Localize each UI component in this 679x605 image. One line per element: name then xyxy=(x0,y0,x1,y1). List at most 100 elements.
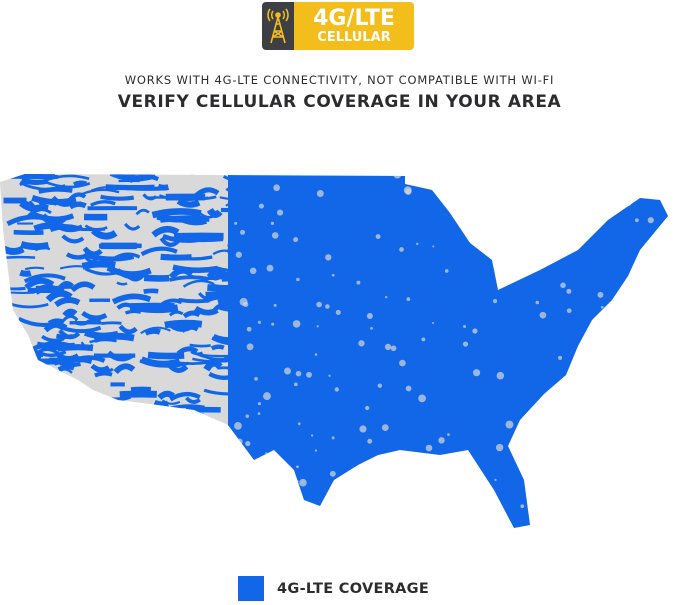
cell-tower-icon xyxy=(262,2,294,50)
coverage-patch xyxy=(49,224,78,232)
coverage-patch xyxy=(86,318,102,323)
coverage-gap xyxy=(642,278,645,281)
coverage-patch xyxy=(0,286,26,291)
coverage-patch xyxy=(166,362,189,373)
coverage-patch xyxy=(6,214,55,226)
coverage-patch xyxy=(221,278,267,282)
coverage-gap xyxy=(263,392,271,401)
coverage-gap xyxy=(636,454,640,458)
coverage-gap xyxy=(377,383,382,388)
coverage-patch xyxy=(143,274,170,282)
coverage-gap xyxy=(647,217,654,224)
coverage-gap xyxy=(299,478,307,487)
coverage-patch xyxy=(140,246,178,257)
coverage-gap xyxy=(243,301,249,308)
coverage-gap xyxy=(334,387,339,392)
coverage-gap xyxy=(418,394,426,403)
coverage-patch xyxy=(225,200,249,207)
coverage-gap xyxy=(379,481,382,485)
coverage-patch xyxy=(224,356,251,362)
coverage-patch xyxy=(169,275,209,282)
coverage-patch xyxy=(159,236,180,247)
coverage-patch xyxy=(162,233,206,243)
coverage-patch xyxy=(43,322,68,333)
coverage-gap xyxy=(255,168,258,170)
coverage-gap xyxy=(310,434,314,437)
coverage-gap xyxy=(316,301,322,308)
coverage-gap xyxy=(640,301,644,305)
coverage-gap xyxy=(573,430,578,435)
coverage-patch xyxy=(208,371,236,380)
coverage-gap xyxy=(270,221,275,226)
coverage-gap xyxy=(335,309,341,315)
coverage-patch xyxy=(114,174,134,178)
coverage-patch xyxy=(168,267,194,280)
coverage-patch xyxy=(190,174,232,175)
coverage-gap xyxy=(236,438,243,445)
coverage-gap xyxy=(235,251,242,258)
coverage-patch xyxy=(151,226,180,238)
coverage-patch xyxy=(227,247,266,254)
coverage-patch xyxy=(231,362,280,370)
coverage-patch xyxy=(237,331,255,337)
coverage-gap xyxy=(480,198,484,202)
headline: VERIFY CELLULAR COVERAGE IN YOUR AREA xyxy=(117,92,562,112)
coverage-gap xyxy=(505,420,514,429)
legend: 4G-LTE COVERAGE xyxy=(238,576,429,601)
coverage-gap xyxy=(306,371,312,378)
coverage-patch xyxy=(94,371,113,378)
coverage-gap xyxy=(240,229,246,235)
coverage-patch xyxy=(31,347,67,357)
coverage-patch xyxy=(222,175,268,185)
coverage-gap xyxy=(515,253,520,259)
coverage-gap xyxy=(294,382,298,387)
coverage-gap xyxy=(518,228,525,235)
coverage-patch xyxy=(50,195,76,207)
coverage-patch xyxy=(164,319,203,329)
coverage-gap xyxy=(504,282,508,286)
coverage-gap xyxy=(425,444,433,452)
coverage-patch xyxy=(72,180,88,187)
coverage-patch xyxy=(23,273,66,284)
coverage-gap xyxy=(616,336,624,344)
coverage-patch xyxy=(54,297,81,308)
coverage-gap xyxy=(234,221,238,225)
coverage-patch xyxy=(194,187,220,198)
coverage-gap xyxy=(331,273,335,277)
coverage-gap xyxy=(271,322,275,326)
coverage-patch xyxy=(169,391,201,402)
coverage-gap xyxy=(416,242,419,246)
coverage-gap xyxy=(273,184,280,192)
coverage-gap xyxy=(406,297,411,301)
coverage-patch xyxy=(140,326,171,335)
coverage-gap xyxy=(571,445,579,453)
coverage-gap xyxy=(358,340,365,347)
coverage-gap xyxy=(636,460,642,467)
coverage-patch xyxy=(19,269,32,277)
coverage-patch xyxy=(182,279,215,288)
coverage-patch xyxy=(161,399,181,405)
coverage-patch xyxy=(159,194,209,201)
coverage-patch xyxy=(19,181,66,191)
coverage-patch xyxy=(189,343,211,348)
coverage-patch xyxy=(1,255,36,260)
coverage-gap xyxy=(566,308,572,314)
coverage-gap xyxy=(257,412,261,415)
coverage-gap xyxy=(566,288,572,294)
coverage-gap xyxy=(562,252,566,256)
coverage-gap xyxy=(462,341,469,347)
coverage-patch xyxy=(111,252,141,261)
coverage-patch xyxy=(151,208,202,219)
coverage-patch xyxy=(116,281,128,286)
coverage-patch xyxy=(119,390,157,399)
coverage-gap xyxy=(630,275,635,279)
coverage-patch xyxy=(76,392,96,399)
coverage-gap xyxy=(447,433,450,437)
coverage-gap xyxy=(566,430,570,434)
coverage-patch xyxy=(123,222,141,231)
coverage-gap xyxy=(585,194,588,197)
coverage-patch xyxy=(168,310,184,317)
coverage-patch xyxy=(176,198,201,208)
coverage-gap xyxy=(347,500,351,504)
coverage-patch xyxy=(70,281,96,293)
